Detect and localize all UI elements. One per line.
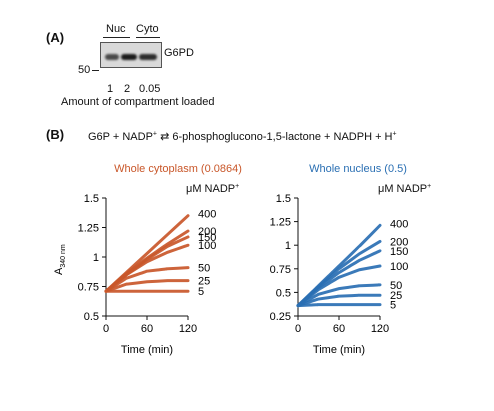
chart1-y-tick-label: 1.5 [84,193,99,205]
western-blot-image [100,42,162,68]
chart2-series-label-200: 200 [390,236,408,248]
chart2-series-label-5: 5 [390,300,396,312]
chart1-y-axis-label-sub: 340 nm [60,244,67,268]
chart2-series-label-50: 50 [390,280,402,292]
blot-band-lane3 [139,54,157,60]
chart2-x-tick-label: 0 [295,323,301,335]
chart2-series-line-5 [296,303,382,308]
chart1-x-tick-label: 60 [141,323,153,335]
chart1-series-line-25 [104,279,190,293]
chart1-legend-title: μM NADP+ [186,183,239,195]
chart1-series-line-50 [104,266,190,293]
chart1-title: Whole cytoplasm (0.0864) [114,163,242,175]
chart2-x-tick-label: 120 [371,323,389,335]
mw-marker: 50 [78,64,91,76]
chart1-x-tick-label: 0 [103,323,109,335]
panel-b-label: (B) [46,127,65,142]
chart2-series-label-400: 400 [390,218,408,230]
blot-band-lane2 [121,54,137,60]
chart1-series-label-5: 5 [198,286,204,298]
chart1-y-axis-label: A340 nm [53,244,67,275]
chart2-y-tick-label: 0.75 [270,264,291,276]
chart2-x-tick-label: 60 [333,323,345,335]
chart1-y-tick-label: 0.5 [84,311,99,323]
cyto-bracket-line [136,37,160,38]
lane-value-2: 2 [124,83,131,95]
mw-marker-tick [92,70,99,71]
chart2-y-tick-label: 1 [285,240,291,252]
chart2-series-line-25 [296,293,382,308]
blot-band-lane1 [105,54,119,60]
chart2-series-label-150: 150 [390,246,408,258]
chart2-title: Whole nucleus (0.5) [309,163,407,175]
chart2-series-label-25: 25 [390,290,402,302]
chart1-y-tick-label: 1 [93,252,99,264]
reversible-arrow-icon: ⇄ [160,131,170,143]
panel-a-label: (A) [46,30,65,45]
chart1-series-label-150: 150 [198,232,216,244]
chart1-series-label-200: 200 [198,226,216,238]
chart1-series-line-100 [104,243,190,293]
chart2-y-tick-label: 1.5 [276,193,291,205]
chart2-series-line-100 [296,264,382,308]
chart2-y-tick-label: 1.25 [270,217,291,229]
chart2-x-axis-label: Time (min) [313,344,365,356]
chart2-legend-title-sup: + [427,183,431,190]
chart2-y-tick-label: 0.25 [270,311,291,323]
lane-value-1: 1 [107,83,114,95]
chart1-series-label-100: 100 [198,240,216,252]
chart1-y-tick-label: 0.75 [78,282,99,294]
chart1-series-label-25: 25 [198,276,210,288]
chart2-series-line-50 [296,283,382,308]
chart2-legend-title: μM NADP+ [378,183,431,195]
equation-left: G6P + NADP [88,131,153,143]
chart1-x-tick-label: 120 [179,323,197,335]
lane-value-3: 0.05 [139,83,161,95]
band-label-g6pd: G6PD [164,47,194,59]
reaction-equation: G6P + NADP+ ⇄ 6-phosphoglucono-1,5-lacto… [88,130,397,143]
chart2-series-label-100: 100 [390,261,408,273]
chart1-x-axis-label: Time (min) [121,344,173,356]
chart1-legend-title-sup: + [235,183,239,190]
nuc-bracket-line [103,37,130,38]
chart1-y-tick-label: 1.25 [78,223,99,235]
lane-label-cyto: Cyto [136,23,159,35]
chart1-series-label-50: 50 [198,263,210,275]
lane-label-nuc: Nuc [106,23,126,35]
equation-right: 6-phosphoglucono-1,5-lactone + NADPH + H [172,131,393,143]
x-caption: Amount of compartment loaded [61,96,215,108]
chart2-y-tick-label: 0.5 [276,287,291,299]
chart1-series-label-400: 400 [198,209,216,221]
